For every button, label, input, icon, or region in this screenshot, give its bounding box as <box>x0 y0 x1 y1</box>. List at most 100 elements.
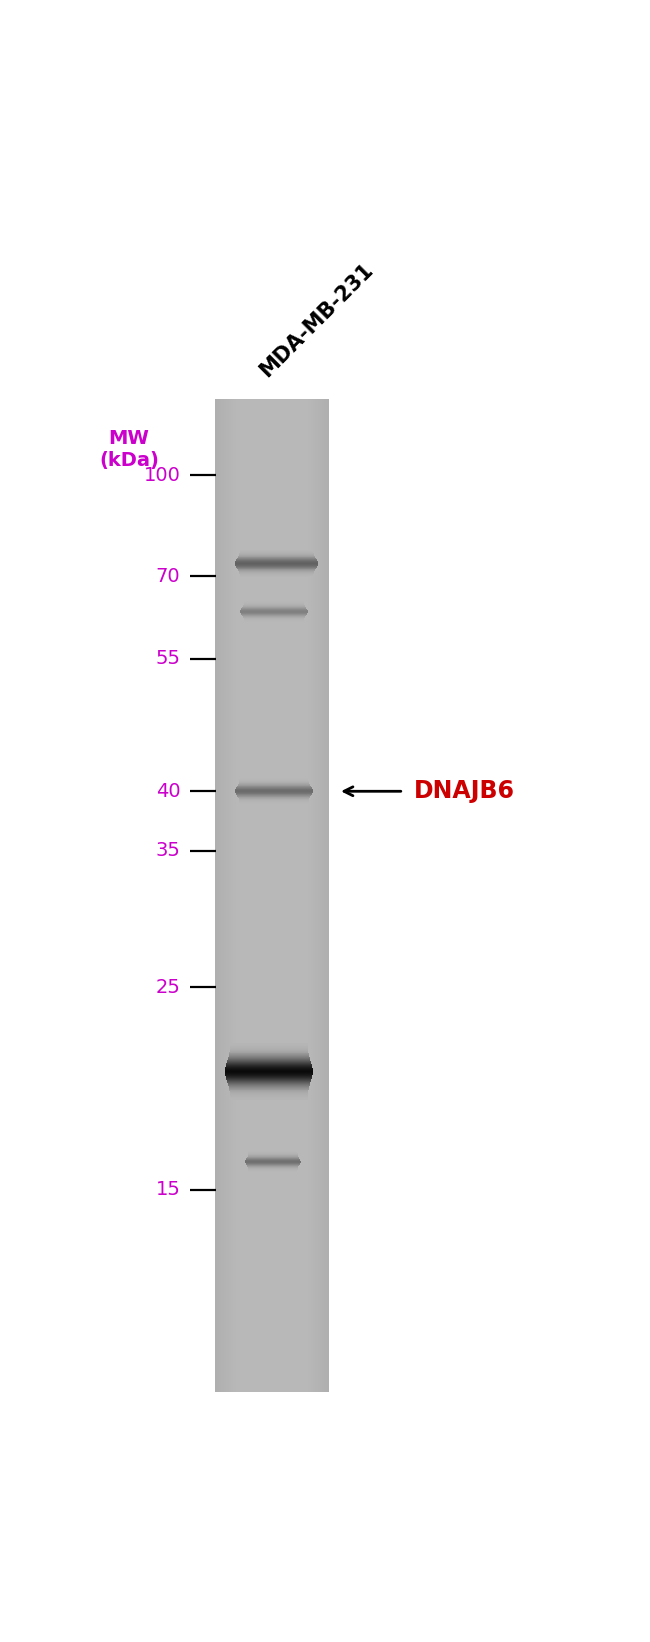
Bar <box>218 399 219 1392</box>
Bar <box>320 399 322 1392</box>
Bar <box>272 399 273 1392</box>
Bar <box>306 399 308 1392</box>
Bar <box>239 399 240 1392</box>
Bar <box>277 399 279 1392</box>
Bar <box>265 399 266 1392</box>
Bar <box>301 399 302 1392</box>
Bar <box>240 399 242 1392</box>
Bar <box>318 399 320 1392</box>
Bar <box>274 399 276 1392</box>
Bar <box>313 399 315 1392</box>
Bar <box>325 399 327 1392</box>
Text: 100: 100 <box>144 466 181 484</box>
Bar <box>304 399 306 1392</box>
Bar <box>294 399 296 1392</box>
Bar <box>266 399 268 1392</box>
Text: 70: 70 <box>156 566 181 586</box>
Bar <box>270 399 271 1392</box>
Bar <box>237 399 239 1392</box>
Bar <box>260 399 261 1392</box>
Bar <box>306 399 307 1392</box>
Bar <box>276 399 278 1392</box>
Bar <box>322 399 323 1392</box>
Bar <box>280 399 281 1392</box>
Bar <box>299 399 300 1392</box>
Text: 55: 55 <box>155 649 181 668</box>
Bar <box>289 399 291 1392</box>
Bar <box>285 399 286 1392</box>
Bar <box>233 399 235 1392</box>
Text: DNAJB6: DNAJB6 <box>414 780 515 803</box>
Bar <box>289 399 290 1392</box>
Bar <box>224 399 226 1392</box>
Bar <box>251 399 252 1392</box>
Bar <box>254 399 256 1392</box>
Bar <box>307 399 309 1392</box>
Bar <box>227 399 228 1392</box>
Bar <box>283 399 284 1392</box>
Text: 35: 35 <box>155 841 181 860</box>
Bar <box>254 399 255 1392</box>
Bar <box>272 399 274 1392</box>
Bar <box>231 399 232 1392</box>
Bar <box>214 399 216 1392</box>
Bar <box>324 399 326 1392</box>
Text: MW
(kDa): MW (kDa) <box>99 430 159 470</box>
Bar <box>311 399 313 1392</box>
Bar <box>250 399 251 1392</box>
Text: 40: 40 <box>156 782 181 801</box>
Bar <box>317 399 318 1392</box>
Bar <box>322 399 324 1392</box>
Bar <box>232 399 233 1392</box>
Bar <box>225 399 227 1392</box>
Bar <box>244 399 246 1392</box>
Bar <box>259 399 261 1392</box>
Bar <box>241 399 242 1392</box>
Bar <box>309 399 311 1392</box>
Bar <box>266 399 267 1392</box>
Bar <box>263 399 265 1392</box>
Bar <box>242 399 244 1392</box>
Bar <box>287 399 288 1392</box>
Bar <box>304 399 305 1392</box>
Bar <box>245 399 246 1392</box>
Bar <box>300 399 301 1392</box>
Bar <box>264 399 265 1392</box>
Bar <box>261 399 263 1392</box>
Bar <box>302 399 303 1392</box>
Bar <box>308 399 309 1392</box>
Bar <box>281 399 282 1392</box>
Bar <box>287 399 289 1392</box>
Bar <box>273 399 275 1392</box>
Bar <box>228 399 229 1392</box>
Text: 25: 25 <box>155 977 181 997</box>
Bar <box>318 399 319 1392</box>
Bar <box>278 399 280 1392</box>
Bar <box>229 399 230 1392</box>
Bar <box>222 399 224 1392</box>
Bar <box>282 399 283 1392</box>
Bar <box>291 399 292 1392</box>
Bar <box>270 399 272 1392</box>
Bar <box>295 399 296 1392</box>
Bar <box>326 399 328 1392</box>
Bar <box>268 399 269 1392</box>
Bar <box>237 399 238 1392</box>
Bar <box>243 399 244 1392</box>
Bar <box>293 399 294 1392</box>
Bar <box>256 399 258 1392</box>
Bar <box>246 399 248 1392</box>
Bar <box>216 399 217 1392</box>
Bar <box>226 399 228 1392</box>
Bar <box>220 399 222 1392</box>
Bar <box>296 399 298 1392</box>
Bar <box>252 399 254 1392</box>
Text: 15: 15 <box>155 1181 181 1199</box>
Bar <box>268 399 270 1392</box>
Bar <box>327 399 329 1392</box>
Bar <box>257 399 259 1392</box>
Bar <box>320 399 321 1392</box>
Bar <box>279 399 280 1392</box>
Bar <box>314 399 315 1392</box>
Bar <box>248 399 249 1392</box>
